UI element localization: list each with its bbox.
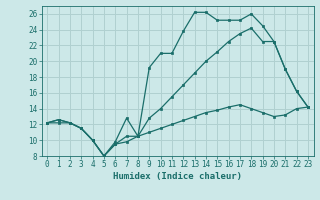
- X-axis label: Humidex (Indice chaleur): Humidex (Indice chaleur): [113, 172, 242, 181]
